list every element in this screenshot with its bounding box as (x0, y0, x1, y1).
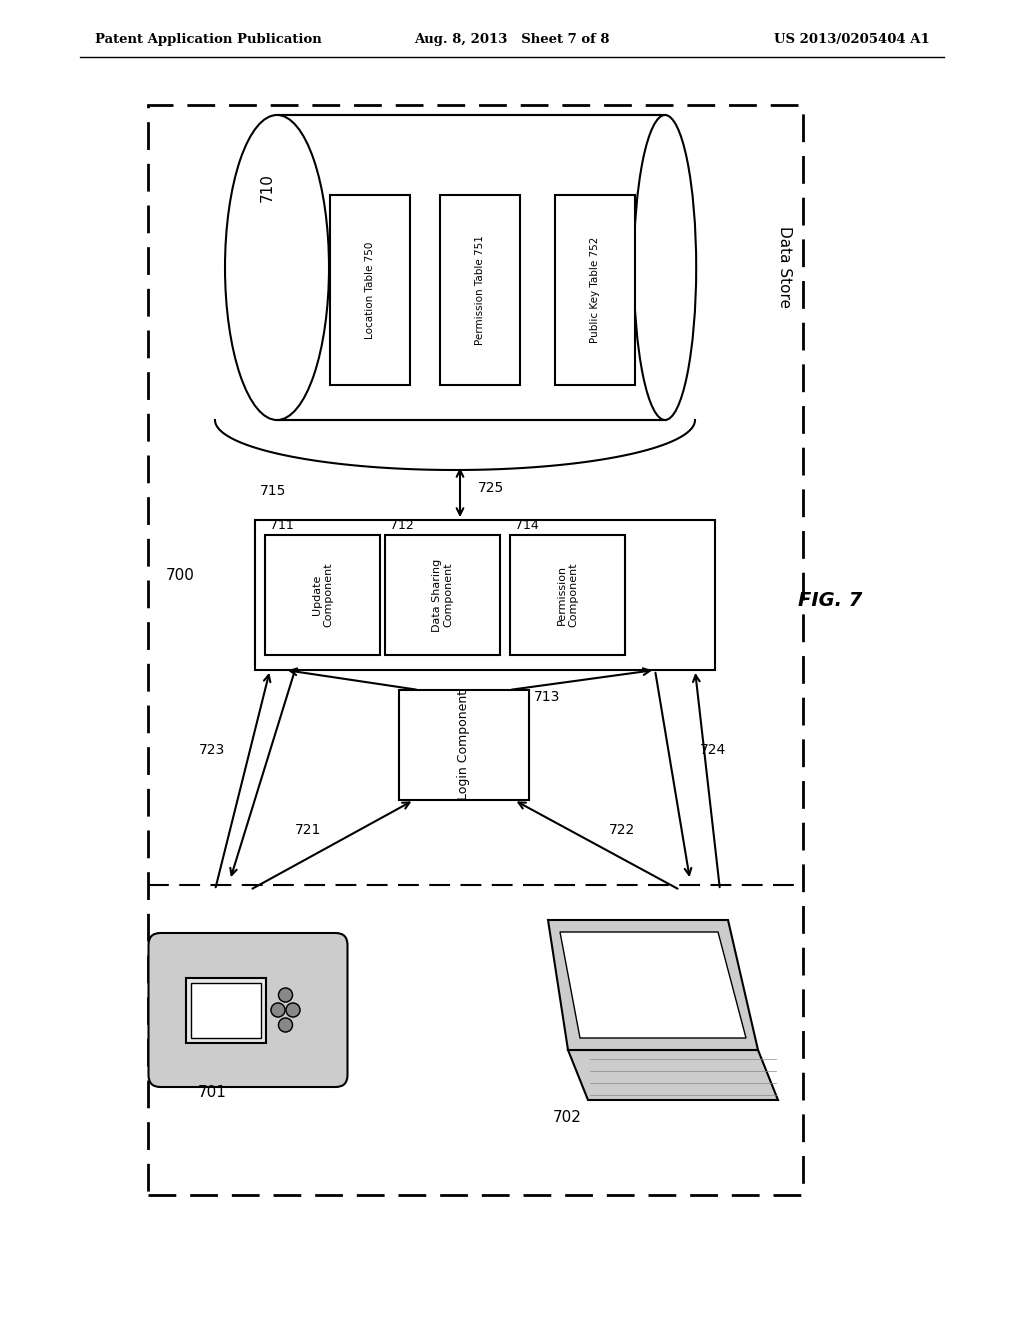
Circle shape (279, 987, 293, 1002)
Bar (440, 195, 520, 385)
Text: 712: 712 (390, 519, 414, 532)
Text: Login Component: Login Component (458, 690, 470, 800)
Bar (555, 195, 635, 385)
Bar (185, 978, 265, 1043)
Text: Permission
Component: Permission Component (557, 562, 579, 627)
Polygon shape (568, 1049, 778, 1100)
Text: 722: 722 (608, 822, 635, 837)
Text: US 2013/0205404 A1: US 2013/0205404 A1 (774, 33, 930, 46)
Text: Location Table 750: Location Table 750 (365, 242, 375, 339)
Circle shape (279, 1018, 293, 1032)
Bar (278, 115, 665, 420)
Bar (148, 106, 803, 1195)
Text: Data Store: Data Store (777, 227, 793, 309)
Text: 714: 714 (515, 519, 539, 532)
Bar (190, 982, 260, 1038)
Text: Patent Application Publication: Patent Application Publication (95, 33, 322, 46)
Ellipse shape (225, 115, 329, 420)
Circle shape (271, 1003, 285, 1016)
Polygon shape (548, 920, 758, 1049)
Bar (265, 535, 380, 655)
Text: 711: 711 (270, 519, 294, 532)
Bar (255, 520, 715, 671)
FancyBboxPatch shape (148, 933, 347, 1086)
Text: 715: 715 (260, 484, 287, 498)
Text: FIG. 7: FIG. 7 (798, 590, 862, 610)
Text: 721: 721 (295, 822, 322, 837)
Circle shape (286, 1003, 300, 1016)
Bar (399, 690, 529, 800)
Ellipse shape (634, 115, 696, 420)
Text: 713: 713 (534, 690, 560, 704)
Text: 710: 710 (259, 173, 274, 202)
Text: 701: 701 (198, 1085, 227, 1100)
Text: Permission Table 751: Permission Table 751 (475, 235, 485, 345)
Text: Update
Component: Update Component (311, 562, 333, 627)
Text: 723: 723 (199, 743, 225, 756)
Text: 724: 724 (700, 743, 726, 756)
Text: 725: 725 (478, 480, 504, 495)
Bar (510, 535, 625, 655)
Text: Aug. 8, 2013   Sheet 7 of 8: Aug. 8, 2013 Sheet 7 of 8 (415, 33, 609, 46)
Bar (330, 195, 410, 385)
Polygon shape (560, 932, 746, 1038)
Bar (385, 535, 500, 655)
Text: Public Key Table 752: Public Key Table 752 (590, 236, 600, 343)
Text: 700: 700 (166, 568, 195, 582)
Text: 702: 702 (553, 1110, 582, 1125)
Text: Data Sharing
Component: Data Sharing Component (432, 558, 454, 632)
